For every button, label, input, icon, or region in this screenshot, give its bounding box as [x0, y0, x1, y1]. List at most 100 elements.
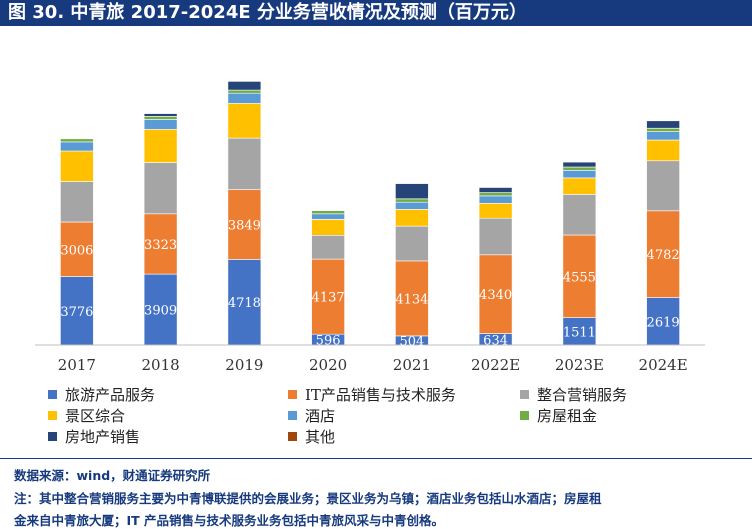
bar-segment — [227, 189, 262, 260]
footer: 数据来源：wind，财通证券研究所 注：其中整合营销服务主要为中青博联提供的会展… — [0, 458, 752, 528]
bar-segment — [562, 166, 597, 171]
bar-segment — [60, 221, 94, 277]
bar-segment — [478, 195, 513, 204]
data-label: 4718 — [228, 296, 261, 311]
x-tick-label: 2020 — [309, 356, 347, 374]
bar-segment — [311, 210, 345, 215]
bar-segment — [562, 194, 597, 236]
bar-segment — [311, 213, 345, 220]
bars-layer — [60, 81, 680, 346]
bar-segment — [395, 183, 429, 200]
data-label: 1511 — [563, 325, 596, 340]
bar-segment — [227, 137, 262, 190]
legend-swatch — [48, 389, 57, 399]
bar-segment — [143, 129, 178, 163]
x-tick-label: 2019 — [225, 356, 263, 374]
bar-segment — [562, 177, 597, 195]
bar-segment — [395, 201, 429, 210]
bar-segment — [562, 161, 597, 168]
bar-segment — [227, 103, 262, 139]
legend-label: 酒店 — [305, 406, 336, 425]
data-label: 3909 — [144, 304, 177, 319]
bar-segment — [646, 120, 680, 129]
legend-item: 其他 — [288, 426, 335, 446]
note-line-2: 金来自中青旅大厦；IT 产品销售与技术服务业务包括中青旅风采与中青创格。 — [14, 513, 445, 528]
bar-segment — [227, 92, 262, 104]
bar-segment — [60, 181, 94, 223]
data-label: 4555 — [563, 270, 596, 285]
legend-swatch — [520, 410, 529, 420]
bar-segment — [227, 89, 262, 94]
bar-segment — [478, 192, 513, 197]
legend-swatch — [520, 389, 529, 399]
bar-segment — [646, 128, 680, 132]
legend-item: 房屋租金 — [520, 405, 597, 425]
figure-title: 图 30. 中青旅 2017-2024E 分业务营收情况及预测（百万元） — [0, 0, 752, 26]
bar-segment — [562, 170, 597, 179]
data-label: 504 — [399, 334, 424, 349]
bar-segment — [143, 162, 178, 215]
x-tick-label: 2017 — [58, 356, 96, 374]
legend-item: 房地产销售 — [48, 426, 140, 446]
data-label: 3776 — [60, 305, 93, 320]
bar-segment — [478, 254, 513, 334]
bar-segment — [395, 209, 429, 227]
data-label: 3006 — [60, 243, 93, 258]
legend-label: 景区综合 — [65, 406, 126, 425]
bar-segment — [60, 276, 94, 346]
x-tick-label: 2018 — [142, 356, 180, 374]
legend-swatch — [48, 410, 57, 420]
legend-item: 旅游产品服务 — [48, 384, 155, 404]
bar-segment — [395, 198, 429, 203]
bar-segment — [646, 131, 680, 141]
bar-segment — [395, 225, 429, 262]
bar-segment — [60, 150, 94, 182]
x-tick-labels: 2017 2018 2019 2020 2021 2022E 2023E 2024E — [58, 356, 688, 374]
legend-label: 房屋租金 — [537, 406, 598, 425]
x-tick-label: 2021 — [393, 356, 431, 374]
legend-item: 酒店 — [288, 405, 335, 425]
bar-segment — [395, 260, 429, 337]
bar-segment — [311, 258, 345, 335]
legend-item: 景区综合 — [48, 405, 125, 425]
stacked-bar-chart: 3776 3006 3909 3323 4718 3849 596 4137 504 4134 63… — [35, 81, 705, 374]
bar-segment — [143, 116, 178, 120]
legend-item: 整合营销服务 — [520, 384, 627, 404]
x-tick-label: 2022E — [471, 356, 520, 374]
x-tick-label: 2024E — [639, 356, 688, 374]
legend-swatch — [288, 431, 297, 441]
legend-label: 房地产销售 — [65, 427, 141, 446]
legend-label: 整合营销服务 — [537, 385, 628, 404]
legend-swatch — [48, 431, 57, 441]
bar-segment — [478, 203, 513, 219]
bar-segment — [227, 81, 262, 91]
bar-segment — [311, 219, 345, 236]
bar-segment — [311, 234, 345, 260]
data-label: 4137 — [312, 291, 345, 306]
bar-segment — [646, 139, 680, 162]
data-label: 3849 — [228, 219, 261, 234]
data-label: 4134 — [395, 292, 428, 307]
legend: 旅游产品服务 IT产品销售与技术服务 整合营销服务景区综合 酒店 房屋租金房地产销售 其他 — [48, 384, 748, 450]
data-label: 3323 — [144, 238, 177, 253]
bar-segment — [478, 187, 513, 193]
legend-item: IT产品销售与技术服务 — [288, 384, 456, 404]
bar-segment — [143, 119, 178, 130]
data-label: 4340 — [479, 288, 512, 303]
note-line-1: 注：其中整合营销服务主要为中青博联提供的会展业务；景区业务为乌镇；酒店业务包括山… — [14, 491, 602, 506]
bar-segment — [478, 217, 513, 256]
data-label: 596 — [316, 334, 341, 349]
source-text: 数据来源：wind，财通证券研究所 — [14, 468, 211, 483]
legend-label: IT产品销售与技术服务 — [305, 385, 456, 404]
legend-swatch — [288, 410, 297, 420]
bar-segment — [143, 113, 178, 117]
data-label: 4782 — [647, 248, 680, 263]
bar-segment — [562, 234, 597, 318]
x-tick-label: 2023E — [555, 356, 604, 374]
bar-segment — [60, 138, 94, 143]
legend-swatch — [288, 389, 297, 399]
legend-label: 旅游产品服务 — [65, 385, 156, 404]
bar-segment — [646, 160, 680, 212]
data-label: 634 — [483, 333, 508, 348]
legend-label: 其他 — [305, 427, 336, 446]
